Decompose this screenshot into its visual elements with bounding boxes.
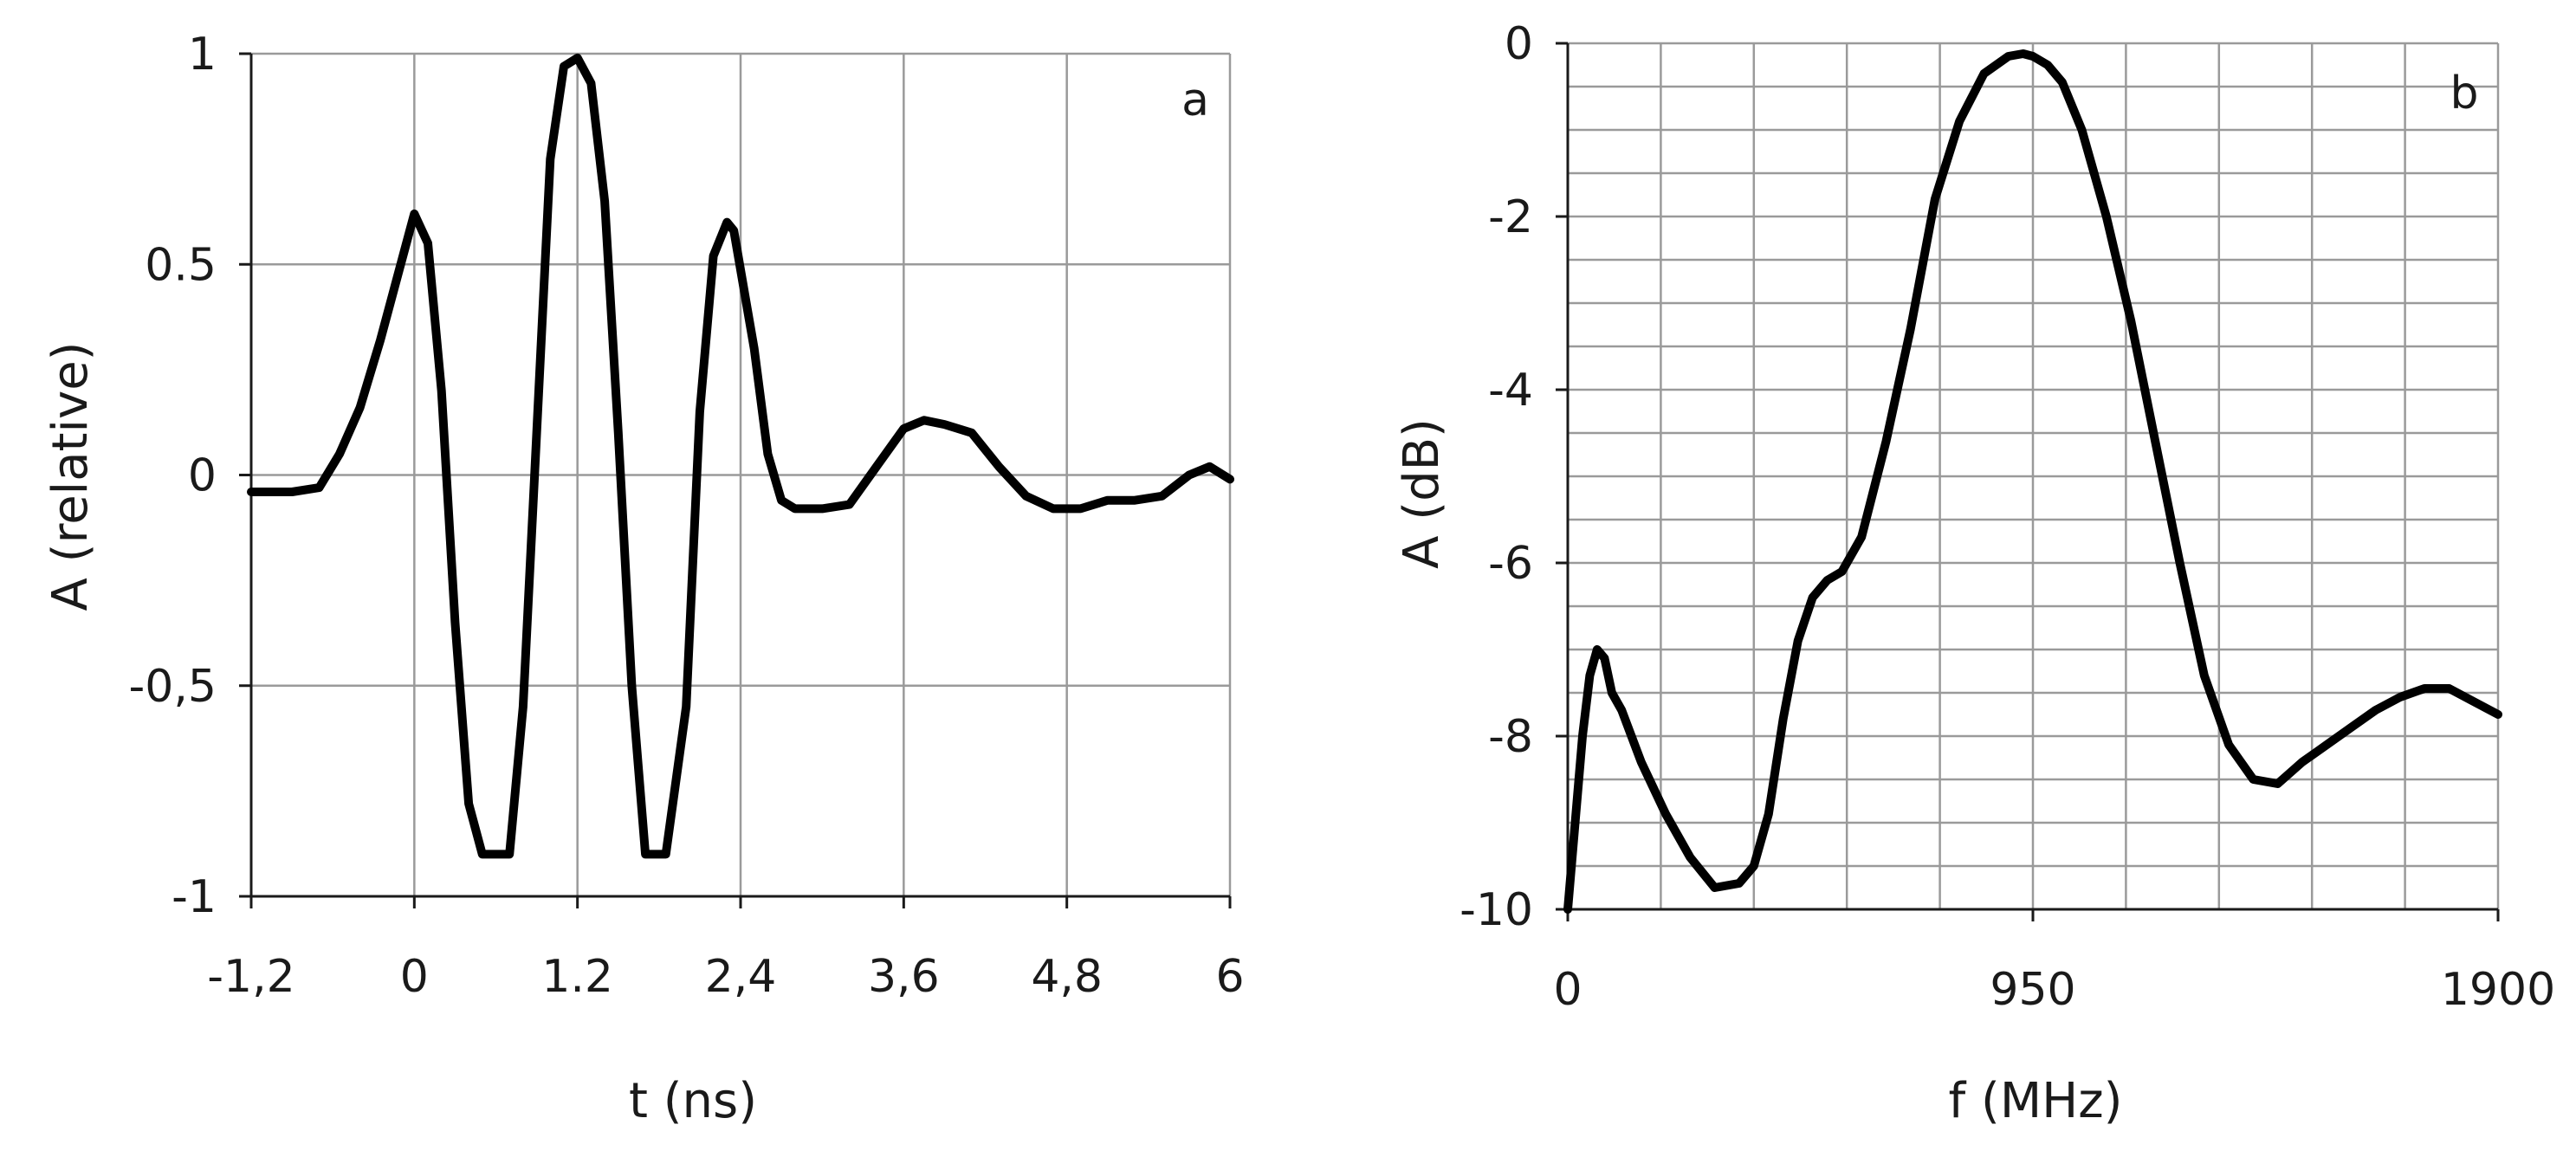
panel-a-x-axis-label: t (ns) (629, 1073, 757, 1129)
panel-a-y-tick-labels: 1 0.5 0 -0,5 -1 (129, 29, 217, 923)
panel-a-y-tick-label: 0 (188, 450, 217, 502)
panel-a-x-tick-label: 4,8 (1031, 951, 1103, 1003)
panel-a-y-tick-label: 0.5 (145, 239, 217, 291)
panel-a-y-axis-label: A (relative) (42, 341, 99, 611)
panel-b-y-tick-label: 0 (1505, 18, 1533, 70)
panel-a-x-tick-label: 3,6 (868, 951, 940, 1003)
panel-a-x-tick-label: 1.2 (541, 951, 613, 1003)
panel-a-x-tick-label: 2,4 (705, 951, 777, 1003)
panel-a-axes (239, 52, 1232, 908)
panel-b-series-line (1563, 49, 2502, 914)
panel-b-y-tick-label: -8 (1488, 711, 1533, 763)
panel-b-x-tick-label: 1900 (2441, 964, 2555, 1016)
panel-a-x-tick-label: 6 (1215, 951, 1244, 1003)
panel-a-y-tick-label: 1 (188, 29, 217, 81)
panel-b-y-tick-labels: 0 -2 -4 -6 -8 -10 (1460, 18, 1533, 936)
panel-b-grid (1568, 42, 2500, 909)
panel-a-y-tick-label: -1 (172, 871, 217, 923)
panel-b-y-tick-label: -2 (1488, 191, 1533, 243)
panel-b-y-tick-label: -4 (1488, 365, 1533, 417)
panel-b-axes (1556, 42, 2500, 921)
panel-b-x-tick-label: 0 (1553, 964, 1582, 1016)
panel-b-x-tick-label: 950 (1990, 964, 2075, 1016)
panel-a-grid (251, 52, 1232, 898)
panel-b-y-tick-label: -6 (1488, 538, 1533, 590)
panel-a-x-tick-label: 0 (400, 951, 429, 1003)
panel-a-letter: a (1181, 74, 1209, 126)
panel-a-series-line (247, 53, 1234, 859)
panel-b-x-axis-label: f (MHz) (1948, 1073, 2122, 1129)
panel-b: 0 950 1900 0 -2 -4 -6 -8 -10 b f (MHz) A (dB) (1394, 18, 2555, 1129)
panel-a-x-tick-labels: -1,2 0 1.2 2,4 3,6 4,8 6 (207, 951, 1244, 1003)
panel-b-x-tick-labels: 0 950 1900 (1553, 964, 2555, 1016)
panel-a-x-tick-label: -1,2 (207, 951, 294, 1003)
panel-a-y-tick-label: -0,5 (129, 661, 217, 713)
panel-b-letter: b (2450, 68, 2478, 120)
panel-b-y-axis-label: A (dB) (1394, 418, 1450, 569)
panel-b-y-tick-label: -10 (1460, 884, 1533, 936)
panel-a: -1,2 0 1.2 2,4 3,6 4,8 6 10.50-0,5-1 a t (ns) … (42, 29, 1245, 1129)
